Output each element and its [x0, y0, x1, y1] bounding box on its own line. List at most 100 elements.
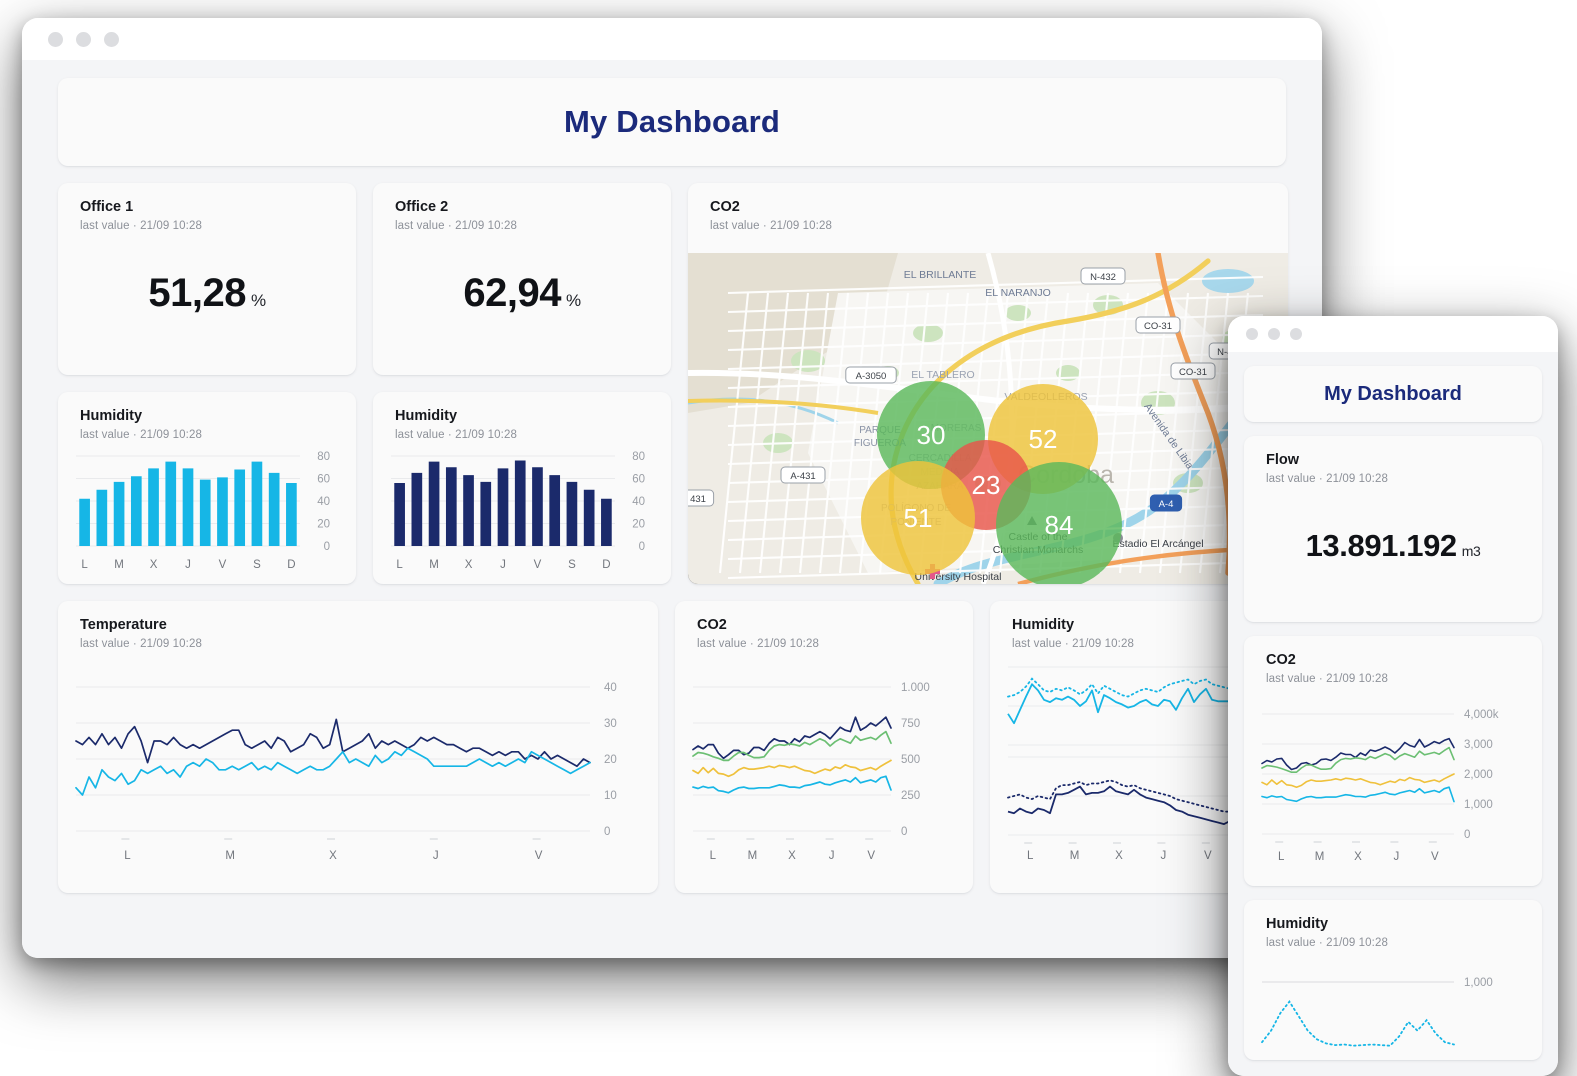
card-subtitle: last value · 21/09 10:28: [1266, 472, 1388, 485]
map-place-label: EL NARANJO: [985, 287, 1051, 299]
card-office-2[interactable]: Office 2 last value · 21/09 10:28 62,94%: [373, 183, 671, 375]
y-axis-tick: 60: [632, 474, 645, 486]
card-temperature[interactable]: Temperature last value · 21/09 10:28 0 10…: [58, 601, 658, 893]
y-axis-tick: 40: [632, 496, 645, 508]
road-shield-label: N-432: [1090, 272, 1116, 283]
y-axis-tick: 750: [901, 718, 920, 730]
close-icon[interactable]: [48, 31, 63, 47]
card-subtitle: last value · 21/09 10:28: [80, 219, 202, 232]
x-axis-tick: J: [500, 559, 506, 571]
series-line: [1261, 737, 1455, 771]
series-line-dotted: [1007, 677, 1231, 698]
x-axis-tick: V: [1204, 850, 1212, 862]
bar: [601, 498, 612, 546]
card-title: Office 1: [80, 199, 134, 215]
bar: [130, 476, 142, 546]
x-axis-tick: D: [602, 559, 610, 571]
card-title: Humidity: [395, 408, 458, 424]
series-line: [75, 718, 591, 768]
bubble-circle[interactable]: [861, 461, 975, 575]
minimize-icon[interactable]: [76, 31, 91, 47]
x-axis-tick: V: [219, 559, 227, 571]
mobile-line-chart-co2: 0 1,000 2,000 3,000 4,000k L M X J V: [1258, 688, 1536, 880]
street: [758, 292, 790, 574]
x-axis-tick: J: [433, 850, 439, 862]
x-axis-tick: J: [185, 559, 191, 571]
mobile-browser-window: My Dashboard Flow last value · 21/09 10:…: [1228, 316, 1558, 1076]
left-column: Office 1 last value · 21/09 10:28 51,28%…: [58, 183, 671, 584]
x-axis-tick: M: [114, 559, 124, 571]
y-axis-tick: 20: [317, 519, 330, 531]
bar: [549, 475, 561, 546]
road-shield: [1170, 362, 1216, 380]
x-axis-tick: M: [1315, 851, 1325, 863]
y-axis-tick: 0: [1464, 829, 1470, 841]
bar: [411, 472, 423, 546]
x-axis-tick: M: [1070, 850, 1080, 862]
close-icon[interactable]: [1246, 328, 1258, 340]
bar: [463, 475, 474, 546]
x-axis-tick: J: [1161, 850, 1167, 862]
bar: [251, 461, 263, 546]
road-shield-label: A-431: [790, 471, 815, 482]
card-humidity-bar-cyan[interactable]: Humidity last value · 21/09 10:28 0 20 40 6…: [58, 392, 356, 584]
dashboard-header-card: My Dashboard: [58, 78, 1286, 166]
mobile-kpi-value-flow: 13.891.192 m3: [1244, 528, 1542, 564]
kpi-unit: m3: [1461, 543, 1481, 559]
card-title: Humidity: [80, 408, 143, 424]
x-axis-tick: L: [124, 850, 131, 862]
bubble-value: 30: [917, 420, 946, 450]
series-line-solid: [1007, 785, 1231, 826]
y-axis-tick: 10: [604, 790, 617, 802]
maximize-icon[interactable]: [104, 31, 119, 47]
card-subtitle: last value · 21/09 10:28: [1012, 637, 1134, 650]
line-chart-temperature: 0 10 20 30 40 L M X J V: [72, 653, 652, 887]
card-co2-map[interactable]: CO2 last value · 21/09 10:28 EL BRILLANT…: [688, 183, 1288, 584]
bar: [428, 461, 440, 546]
series-line: [1261, 773, 1455, 788]
bubble-circle[interactable]: [996, 462, 1122, 584]
series-line: [1261, 746, 1455, 773]
card-title: Office 2: [395, 199, 449, 215]
road-shield: [1149, 494, 1183, 512]
mobile-card-co2[interactable]: CO2 last value · 21/09 10:28 0 1,000 2,000…: [1244, 636, 1542, 886]
mobile-card-flow[interactable]: Flow last value · 21/09 10:28 13.891.192…: [1244, 436, 1542, 622]
bar: [566, 481, 578, 546]
y-axis-tick: 30: [604, 718, 617, 730]
x-axis-tick: V: [535, 850, 543, 862]
maximize-icon[interactable]: [1290, 328, 1302, 340]
minimize-icon[interactable]: [1268, 328, 1280, 340]
y-axis-tick: 0: [604, 826, 610, 838]
map-bubble-51[interactable]: 51: [861, 461, 975, 575]
x-axis-tick: V: [867, 850, 875, 862]
y-axis-tick: 3,000: [1464, 739, 1493, 751]
card-co2-lines[interactable]: CO2 last value · 21/09 10:28 0 250 500 750 1…: [675, 601, 973, 893]
mobile-card-humidity[interactable]: Humidity last value · 21/09 10:28 1,000: [1244, 900, 1542, 1060]
y-axis-tick: 1,000: [1464, 799, 1493, 811]
x-axis-tick: L: [710, 850, 717, 862]
page-title: My Dashboard: [564, 104, 780, 139]
card-office-1[interactable]: Office 1 last value · 21/09 10:28 51,28%: [58, 183, 356, 375]
mobile-line-chart-humidity: 1,000: [1258, 952, 1536, 1054]
road-shield-label: CO-31: [1144, 321, 1172, 332]
desktop-titlebar: [22, 18, 1322, 61]
card-title: Humidity: [1266, 916, 1329, 932]
street: [727, 294, 1264, 314]
y-axis-tick: 80: [317, 451, 330, 463]
bar: [286, 483, 297, 546]
x-axis-tick: J: [1394, 851, 1400, 863]
y-axis-tick: 0: [639, 541, 645, 553]
map-bubble-84[interactable]: 84: [996, 462, 1122, 584]
bar: [79, 498, 90, 546]
road-shield-label: A-3050: [856, 371, 887, 382]
street: [727, 522, 1264, 542]
bar: [268, 472, 280, 546]
highway-secondary: [688, 398, 879, 415]
road-shield: [845, 366, 897, 384]
card-humidity-bar-navy[interactable]: Humidity last value · 21/09 10:28 0 20 40 6…: [373, 392, 671, 584]
series-line-solid: [1007, 683, 1230, 725]
bar: [217, 477, 228, 546]
bar: [182, 468, 194, 546]
y-axis-tick: 0: [901, 826, 907, 838]
